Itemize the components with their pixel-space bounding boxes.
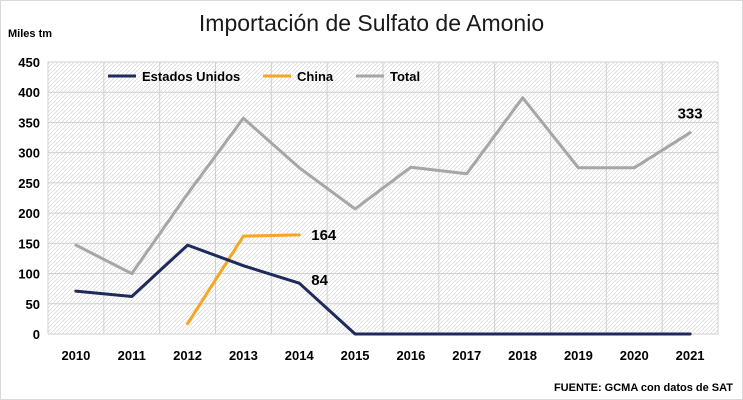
x-tick-label: 2014	[285, 348, 315, 363]
y-axis-ticks: 0 50 100 150 200 250 300 350 400 450	[18, 55, 40, 342]
x-tick-label: 2016	[396, 348, 425, 363]
y-tick-label: 150	[18, 236, 40, 251]
series-line-china	[186, 233, 301, 326]
data-label-estados-unidos: 84	[311, 272, 328, 289]
legend-label-estados-unidos: Estados Unidos	[142, 69, 240, 84]
x-tick-label: 2015	[341, 348, 370, 363]
legend-label-total: Total	[390, 69, 420, 84]
x-axis-ticks: 2010 2011 2012 2013 2014 2015 2016 2017 2018 2019…	[61, 348, 704, 363]
x-tick-label: 2012	[173, 348, 202, 363]
x-tick-label: 2019	[564, 348, 593, 363]
x-tick-label: 2013	[229, 348, 258, 363]
x-tick-label: 2020	[620, 348, 649, 363]
y-tick-label: 200	[18, 206, 40, 221]
x-tick-label: 2017	[452, 348, 481, 363]
legend: Estados Unidos China Total	[108, 69, 420, 84]
series-line-total	[74, 96, 692, 276]
chart-title: Importación de Sulfato de Amonio	[198, 10, 545, 36]
series-line-estados-unidos	[74, 243, 692, 336]
source-note: FUENTE: GCMA con datos de SAT	[553, 382, 733, 394]
data-labels: 84 164 333	[311, 106, 702, 290]
y-tick-label: 50	[26, 297, 40, 312]
legend-label-china: China	[297, 69, 334, 84]
y-tick-label: 350	[18, 115, 40, 130]
y-tick-label: 0	[33, 327, 40, 342]
y-tick-label: 100	[18, 267, 40, 282]
y-tick-label: 300	[18, 146, 40, 161]
x-tick-label: 2021	[676, 348, 705, 363]
x-tick-label: 2011	[118, 348, 146, 363]
y-tick-label: 450	[18, 55, 40, 70]
data-label-china: 164	[311, 227, 337, 244]
y-axis-unit-label: Miles tm	[8, 28, 53, 40]
x-tick-label: 2010	[61, 348, 90, 363]
series-lines	[74, 96, 692, 336]
y-tick-label: 400	[18, 85, 40, 100]
x-tick-label: 2018	[508, 348, 537, 363]
y-tick-label: 250	[18, 176, 40, 191]
data-label-total: 333	[678, 106, 703, 123]
